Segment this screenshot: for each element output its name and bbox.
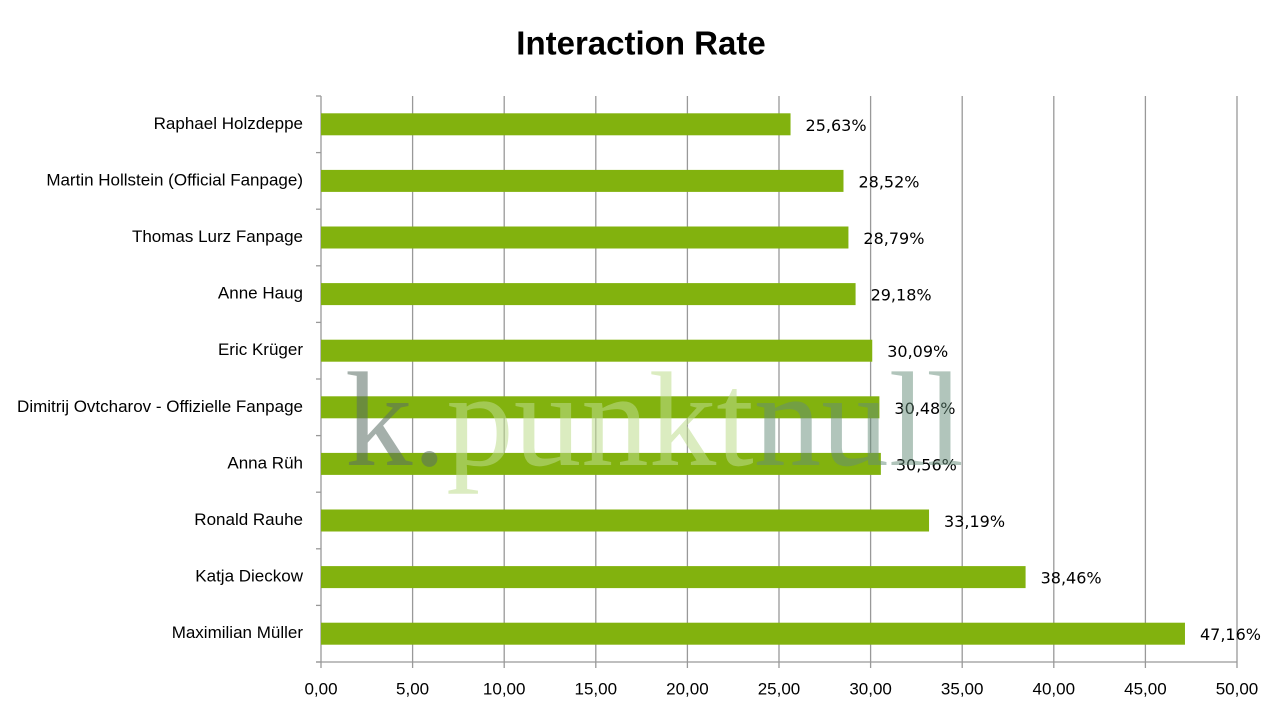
x-tick-label: 45,00 xyxy=(1124,679,1167,698)
y-tick-label: Raphael Holzdeppe xyxy=(154,114,303,133)
bar xyxy=(321,452,881,475)
y-tick-label: Eric Krüger xyxy=(218,340,303,359)
bar xyxy=(321,566,1026,589)
x-tick-label: 35,00 xyxy=(941,679,984,698)
value-label: 33,19% xyxy=(944,512,1005,531)
value-label: 38,46% xyxy=(1041,569,1102,588)
value-label: 30,48% xyxy=(894,399,955,418)
watermark-part: k. xyxy=(345,346,446,495)
value-label: 29,18% xyxy=(871,286,932,305)
value-label: 30,56% xyxy=(896,455,957,474)
bar xyxy=(321,339,873,362)
x-tick-label: 30,00 xyxy=(849,679,892,698)
y-tick-label: Maximilian Müller xyxy=(172,623,304,642)
bar xyxy=(321,283,856,306)
x-tick-label: 20,00 xyxy=(666,679,709,698)
value-label: 28,52% xyxy=(858,172,919,191)
bar xyxy=(321,226,849,249)
watermark: k.punktnull xyxy=(345,346,964,495)
bar xyxy=(321,509,930,532)
bar xyxy=(321,622,1185,645)
x-tick-label: 40,00 xyxy=(1033,679,1076,698)
y-tick-label: Martin Hollstein (Official Fanpage) xyxy=(46,170,303,189)
y-tick-label: Dimitrij Ovtcharov - Offizielle Fanpage xyxy=(17,397,303,416)
y-tick-label: Thomas Lurz Fanpage xyxy=(132,227,303,246)
y-tick-label: Ronald Rauhe xyxy=(194,510,303,529)
bar xyxy=(321,169,844,192)
value-label: 30,09% xyxy=(887,342,948,361)
bar xyxy=(321,113,791,136)
x-tick-label: 10,00 xyxy=(483,679,526,698)
x-tick-label: 50,00 xyxy=(1216,679,1259,698)
x-tick-label: 15,00 xyxy=(575,679,618,698)
x-tick-label: 0,00 xyxy=(304,679,337,698)
y-tick-label: Anna Rüh xyxy=(227,453,303,472)
y-tick-label: Katja Dieckow xyxy=(195,567,303,586)
value-label: 28,79% xyxy=(863,229,924,248)
bar xyxy=(321,396,880,419)
watermark-part: punkt xyxy=(446,346,754,495)
value-label: 25,63% xyxy=(806,116,867,135)
value-label: 47,16% xyxy=(1200,625,1261,644)
y-tick-label: Anne Haug xyxy=(218,284,303,303)
x-tick-label: 5,00 xyxy=(396,679,429,698)
watermark-part: null xyxy=(754,346,964,495)
x-tick-label: 25,00 xyxy=(758,679,801,698)
chart-title: Interaction Rate xyxy=(516,25,765,62)
